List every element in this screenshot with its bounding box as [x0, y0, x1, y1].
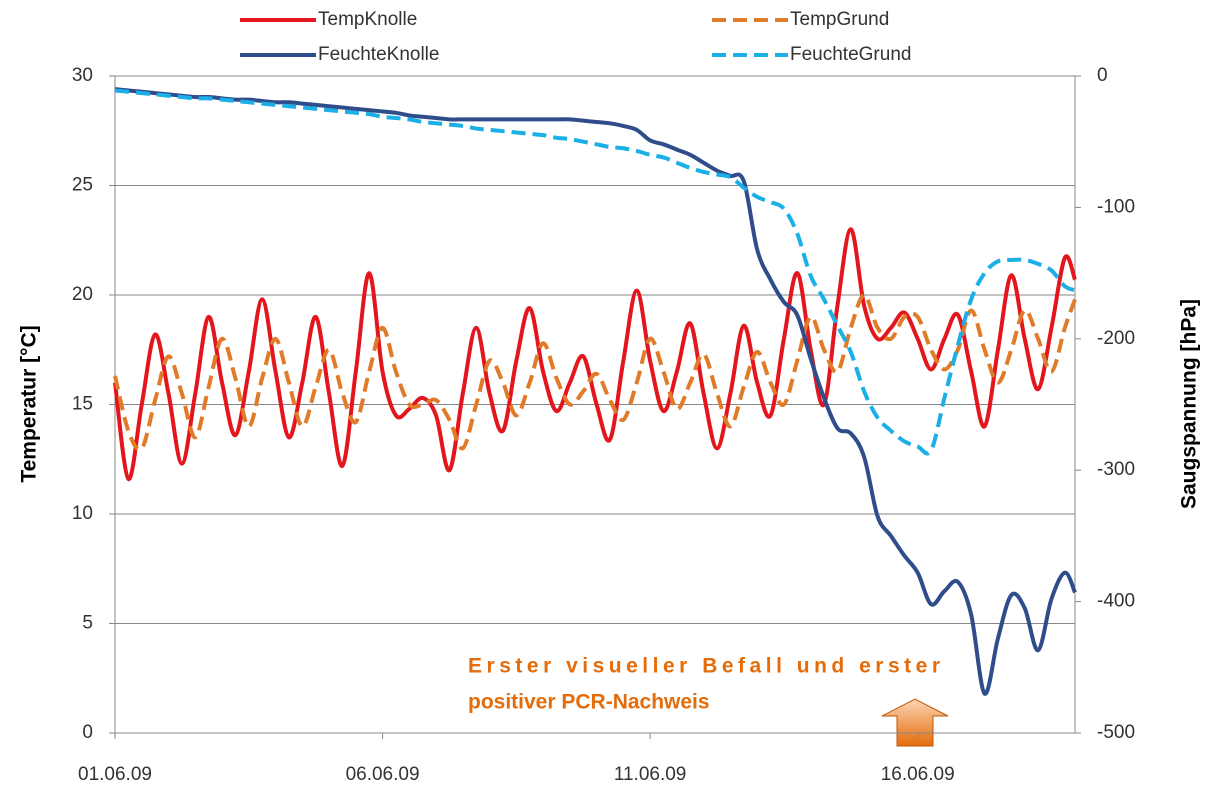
annotation-line: Erster visueller Befall und erster — [468, 655, 940, 678]
legend-label: TempKnolle — [318, 9, 417, 30]
x-tick-label: 01.06.09 — [78, 764, 152, 785]
y2-tick-label: 0 — [1097, 65, 1108, 86]
series-line — [114, 87, 1077, 696]
y-tick-label: 0 — [82, 722, 93, 743]
y-tick-label: 10 — [72, 503, 93, 524]
annotation-arrow — [881, 698, 949, 747]
y-tick-label: 20 — [72, 284, 93, 305]
y2-axis-title: Saugspannung [hPa] — [1178, 299, 1201, 509]
y-axis-title: Temperatur [°C] — [18, 325, 41, 482]
legend-label: FeuchteGrund — [790, 44, 911, 65]
y-tick-label: 30 — [72, 65, 93, 86]
y-tick-label: 25 — [72, 175, 93, 196]
annotation-line: positiver PCR-Nachweis — [468, 691, 710, 714]
legend-label: FeuchteKnolle — [318, 44, 439, 65]
y2-tick-label: -300 — [1097, 459, 1135, 480]
series-line — [113, 293, 1077, 452]
x-tick-label: 16.06.09 — [881, 764, 955, 785]
series-line — [113, 227, 1077, 481]
y2-tick-label: -100 — [1097, 196, 1135, 217]
y2-tick-label: -400 — [1097, 591, 1135, 612]
x-tick-label: 06.06.09 — [346, 764, 420, 785]
x-tick-label: 11.06.09 — [614, 764, 687, 785]
y-tick-label: 15 — [72, 394, 93, 415]
legend-label: TempGrund — [790, 9, 889, 30]
y-tick-label: 5 — [82, 613, 93, 634]
y2-tick-label: -200 — [1097, 328, 1135, 349]
series-line — [114, 88, 1076, 456]
y2-tick-label: -500 — [1097, 722, 1135, 743]
